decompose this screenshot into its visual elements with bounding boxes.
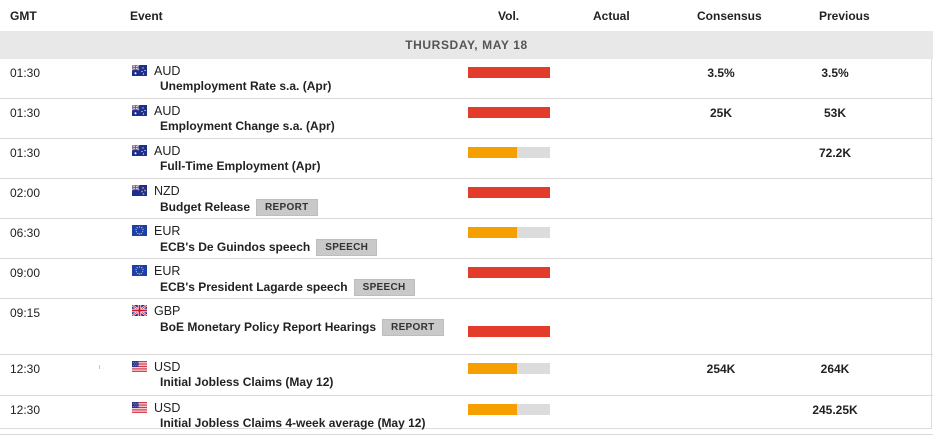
new-zealand-flag-icon [132,185,147,196]
volatility-bar [468,326,550,337]
event-name-wrap: ECB's De Guindos speech SPEECH [160,239,378,256]
volatility-bar-fill [468,67,550,78]
eu-flag-icon [132,265,147,276]
event-name-wrap: Initial Jobless Claims (May 12) [160,375,333,389]
day-label: THURSDAY, MAY 18 [405,38,528,52]
report-tag[interactable]: REPORT [256,199,318,216]
volatility-bar-fill [468,187,550,198]
volatility-bar-fill [468,404,518,415]
event-time: 01:30 [10,146,41,160]
volatility-bar [468,107,550,118]
event-name[interactable]: Initial Jobless Claims (May 12) [160,375,334,389]
volatility-bar-fill [468,227,518,238]
event-row[interactable]: 09:15 GBP BoE Monetary Policy Report Heari… [0,299,933,355]
event-row[interactable]: 06:30 EUR ECB's De Guindos speech SPEECH [0,219,933,259]
event-name[interactable]: Full-Time Employment (Apr) [160,159,321,173]
event-row[interactable]: 01:30 AUD Unemployment Rate s.a. (Apr) 3.5%… [0,59,933,99]
event-name-wrap: Budget Release REPORT [160,199,318,216]
event-time: 01:30 [10,66,41,80]
volatility-bar [468,363,550,374]
volatility-bar-fill [468,147,518,158]
report-tag[interactable]: REPORT [382,319,444,336]
column-header-gmt[interactable]: GMT [10,9,37,23]
event-name[interactable]: ECB's President Lagarde speech [160,280,348,294]
event-row[interactable]: 01:30 AUD Full-Time Employment (Apr) 72.2K [0,139,933,179]
currency-code: USD [154,401,181,415]
column-header-actual[interactable]: Actual [593,9,630,23]
volatility-bar-fill [468,326,550,337]
event-name[interactable]: ECB's De Guindos speech [160,240,311,254]
event-time: 09:15 [10,306,41,320]
volatility-bar [468,67,550,78]
australia-flag-icon [132,105,147,116]
currency-code: USD [154,360,181,374]
previous-value: 3.5% [821,66,849,80]
consensus-value: 3.5% [707,66,735,80]
eu-flag-icon [132,225,147,236]
column-header-consensus[interactable]: Consensus [697,9,762,23]
volatility-bar [468,267,550,278]
us-flag-icon [132,402,147,413]
event-row[interactable]: 12:30 USD Initial Jobless Claims 4-week av… [0,396,933,435]
event-row[interactable]: 02:00 NZD Budget Release REPORT [0,179,933,219]
event-name[interactable]: BoE Monetary Policy Report Hearings [160,320,377,334]
previous-value: 53K [823,106,846,120]
column-header-event[interactable]: Event [130,9,163,23]
previous-value: 264K [820,362,850,376]
volatility-bar [468,187,550,198]
currency-code: AUD [154,104,181,118]
event-name[interactable]: Initial Jobless Claims 4-week average (M… [160,416,426,430]
volatility-bar [468,147,550,158]
volatility-bar-fill [468,107,550,118]
row-marker [99,365,100,369]
column-header-vol[interactable]: Vol. [498,9,520,23]
event-row[interactable]: 09:00 EUR ECB's President Lagarde speech SP… [0,259,933,299]
event-name-wrap: Unemployment Rate s.a. (Apr) [160,79,331,93]
previous-value: 245.25K [812,403,858,417]
day-separator: THURSDAY, MAY 18 [0,31,933,59]
previous-value: 72.2K [818,146,852,160]
volatility-bar-fill [468,267,550,278]
consensus-value: 254K [706,362,736,376]
speech-tag[interactable]: SPEECH [316,239,378,256]
currency-code: AUD [154,144,181,158]
australia-flag-icon [132,65,147,76]
event-name[interactable]: Employment Change s.a. (Apr) [160,119,335,133]
event-row[interactable]: 12:30 USD Initial Jobless Claims (May 12) 2… [0,355,933,396]
volatility-bar [468,404,550,415]
event-time: 06:30 [10,226,41,240]
event-time: 01:30 [10,106,41,120]
event-name-wrap: Employment Change s.a. (Apr) [160,119,335,133]
currency-code: NZD [154,184,180,198]
volatility-bar-fill [468,363,518,374]
event-name[interactable]: Unemployment Rate s.a. (Apr) [160,79,332,93]
currency-code: AUD [154,64,181,78]
consensus-value: 25K [709,106,732,120]
event-name[interactable]: Budget Release [160,200,251,214]
event-time: 09:00 [10,266,41,280]
event-time: 12:30 [10,362,41,376]
event-time: 12:30 [10,403,41,417]
event-list: 01:30 AUD Unemployment Rate s.a. (Apr) 3.5%… [0,59,933,435]
australia-flag-icon [132,145,147,156]
column-header-previous[interactable]: Previous [819,9,870,23]
speech-tag[interactable]: SPEECH [353,279,415,296]
event-row[interactable]: 01:30 AUD Employment Change s.a. (Apr) 25K 5… [0,99,933,139]
event-time: 02:00 [10,186,41,200]
event-name-wrap: BoE Monetary Policy Report Hearings REPOR… [160,319,444,336]
event-name-wrap: Initial Jobless Claims 4-week average (M… [160,416,425,430]
event-name-wrap: ECB's President Lagarde speech SPEECH [160,279,415,296]
event-name-wrap: Full-Time Employment (Apr) [160,159,320,173]
volatility-bar [468,227,550,238]
currency-code: EUR [154,264,181,278]
us-flag-icon [132,361,147,372]
uk-flag-icon [132,305,147,316]
currency-code: EUR [154,224,181,238]
currency-code: GBP [154,304,181,318]
calendar-header: GMT Event Vol. Actual Consensus Previous [0,0,933,32]
